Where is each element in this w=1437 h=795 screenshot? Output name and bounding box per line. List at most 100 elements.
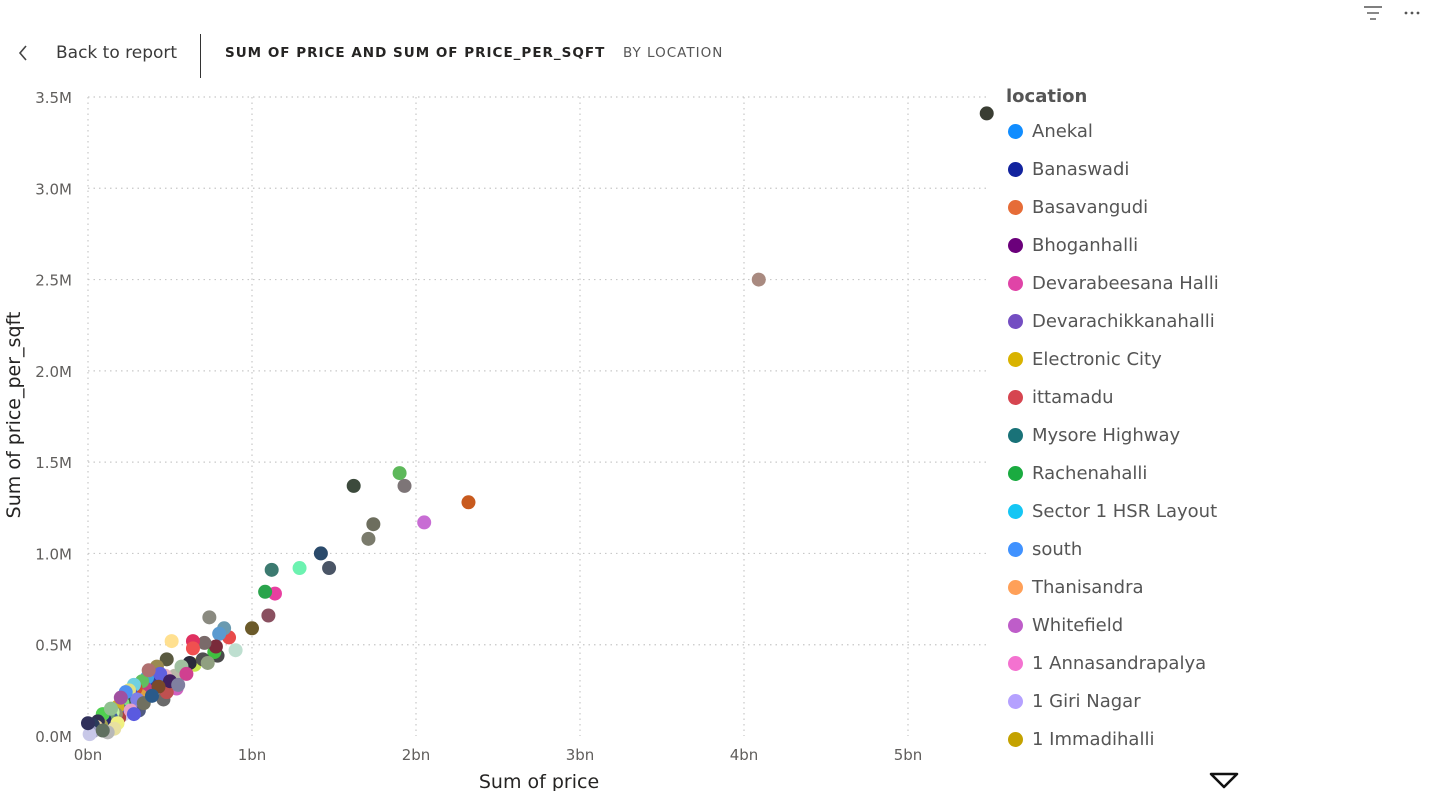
- grid-lines: [87, 96, 990, 736]
- data-point[interactable]: [197, 635, 212, 650]
- legend-marker: [1008, 503, 1023, 519]
- data-point[interactable]: [171, 677, 186, 692]
- y-axis-ticks: 0.0M 0.5M 1.0M 1.5M 2.0M 2.5M 3.0M 3.5M: [35, 89, 72, 746]
- legend-item[interactable]: Devarabeesana Halli: [1006, 264, 1266, 302]
- legend-marker: [1008, 123, 1023, 139]
- legend-label: Anekal: [1032, 120, 1093, 142]
- y-tick-label: 2.0M: [35, 363, 72, 381]
- legend-label: south: [1032, 538, 1083, 560]
- legend-marker: [1008, 541, 1023, 557]
- x-tick-label: 2bn: [402, 746, 431, 764]
- legend-items: Anekal Banaswadi Basavangudi Bhoganhalli Dev…: [1006, 112, 1266, 758]
- legend-item[interactable]: 1 Giri Nagar: [1006, 682, 1266, 720]
- data-point[interactable]: [979, 106, 994, 121]
- data-point[interactable]: [258, 584, 273, 599]
- legend-item[interactable]: Banaswadi: [1006, 150, 1266, 188]
- filter-lines-icon[interactable]: [1361, 2, 1385, 26]
- legend-marker: [1008, 275, 1023, 291]
- data-point[interactable]: [200, 655, 215, 670]
- legend-marker: [1008, 237, 1023, 253]
- back-to-report-button[interactable]: Back to report: [16, 40, 177, 66]
- data-point[interactable]: [202, 610, 217, 625]
- scatter-chart: 0.0M 0.5M 1.0M 1.5M 2.0M 2.5M 3.0M 3.5M 0bn 1bn 2…: [3, 89, 994, 791]
- header-divider: [200, 34, 201, 78]
- legend-label: Sector 1 HSR Layout: [1032, 500, 1218, 522]
- y-axis-title: Sum of price_per_sqft: [3, 312, 25, 519]
- y-tick-label: 0.5M: [35, 637, 72, 655]
- data-point[interactable]: [141, 663, 156, 678]
- legend-label: Thanisandra: [1032, 576, 1144, 598]
- data-point[interactable]: [392, 466, 407, 481]
- data-point[interactable]: [208, 639, 223, 654]
- legend-marker: [1008, 579, 1023, 595]
- y-tick-label: 1.0M: [35, 545, 72, 563]
- chevron-left-icon: [16, 43, 30, 63]
- data-point[interactable]: [245, 621, 259, 636]
- legend-label: Electronic City: [1032, 348, 1162, 370]
- data-point[interactable]: [751, 272, 766, 287]
- x-tick-label: 5bn: [894, 746, 923, 764]
- legend-item[interactable]: Anekal: [1006, 112, 1266, 150]
- data-point[interactable]: [313, 546, 328, 561]
- data-points: [81, 106, 994, 742]
- data-point[interactable]: [179, 666, 194, 681]
- legend-item[interactable]: Sector 1 HSR Layout: [1006, 492, 1266, 530]
- legend-item[interactable]: Rachenahalli: [1006, 454, 1266, 492]
- legend-marker: [1008, 427, 1023, 443]
- data-point[interactable]: [228, 643, 243, 658]
- data-point[interactable]: [164, 634, 179, 649]
- legend-item[interactable]: Bhoganhalli: [1006, 226, 1266, 264]
- data-point[interactable]: [153, 666, 168, 681]
- legend-item[interactable]: Electronic City: [1006, 340, 1266, 378]
- y-tick-label: 2.5M: [35, 272, 72, 290]
- data-point[interactable]: [292, 561, 307, 576]
- data-point[interactable]: [397, 478, 412, 493]
- legend-marker: [1008, 655, 1023, 671]
- data-point[interactable]: [95, 723, 110, 738]
- data-point[interactable]: [212, 626, 227, 641]
- x-tick-label: 4bn: [730, 746, 759, 764]
- data-point[interactable]: [264, 562, 279, 577]
- data-point[interactable]: [113, 690, 128, 705]
- chart-title: SUM OF PRICE AND SUM OF PRICE_PER_SQFT: [225, 45, 606, 61]
- data-point[interactable]: [346, 478, 361, 493]
- focus-mode-header: Back to report SUM OF PRICE AND SUM OF P…: [0, 30, 1000, 80]
- triangle-down-icon: [1209, 772, 1239, 789]
- data-point[interactable]: [261, 608, 276, 623]
- data-point[interactable]: [461, 495, 476, 510]
- data-point[interactable]: [82, 727, 97, 742]
- legend-label: Devarabeesana Halli: [1032, 272, 1219, 294]
- data-point[interactable]: [81, 716, 95, 731]
- legend-marker: [1008, 351, 1023, 367]
- data-point[interactable]: [126, 707, 141, 722]
- data-point[interactable]: [144, 688, 159, 703]
- legend-label: Banaswadi: [1032, 158, 1130, 180]
- visual-header-icons: [1357, 2, 1437, 26]
- data-point[interactable]: [159, 652, 174, 667]
- x-axis-title: Sum of price: [479, 771, 599, 791]
- legend-label: Rachenahalli: [1032, 462, 1148, 484]
- legend-item[interactable]: Thanisandra: [1006, 568, 1266, 606]
- x-axis-ticks: 0bn 1bn 2bn 3bn 4bn 5bn: [74, 746, 923, 764]
- data-point[interactable]: [361, 531, 376, 546]
- data-point[interactable]: [417, 515, 432, 530]
- legend-item[interactable]: south: [1006, 530, 1266, 568]
- legend-item[interactable]: Basavangudi: [1006, 188, 1266, 226]
- legend-item[interactable]: Devarachikkanahalli: [1006, 302, 1266, 340]
- data-point[interactable]: [322, 561, 337, 576]
- chart-title-by: BY LOCATION: [623, 45, 724, 61]
- legend-item[interactable]: ittamadu: [1006, 378, 1266, 416]
- data-point[interactable]: [185, 641, 200, 656]
- legend-marker: [1008, 465, 1023, 481]
- legend-label: Basavangudi: [1032, 196, 1149, 218]
- data-point[interactable]: [103, 701, 118, 716]
- data-point[interactable]: [366, 517, 381, 532]
- legend-item[interactable]: 1 Annasandrapalya: [1006, 644, 1266, 682]
- legend-item[interactable]: 1 Immadihalli: [1006, 720, 1266, 758]
- x-tick-label: 0bn: [74, 746, 103, 764]
- legend-scroll-down-button[interactable]: [1208, 771, 1240, 791]
- ellipsis-icon[interactable]: [1401, 2, 1425, 26]
- legend-item[interactable]: Mysore Highway: [1006, 416, 1266, 454]
- legend-item[interactable]: Whitefield: [1006, 606, 1266, 644]
- legend-label: Whitefield: [1032, 614, 1124, 636]
